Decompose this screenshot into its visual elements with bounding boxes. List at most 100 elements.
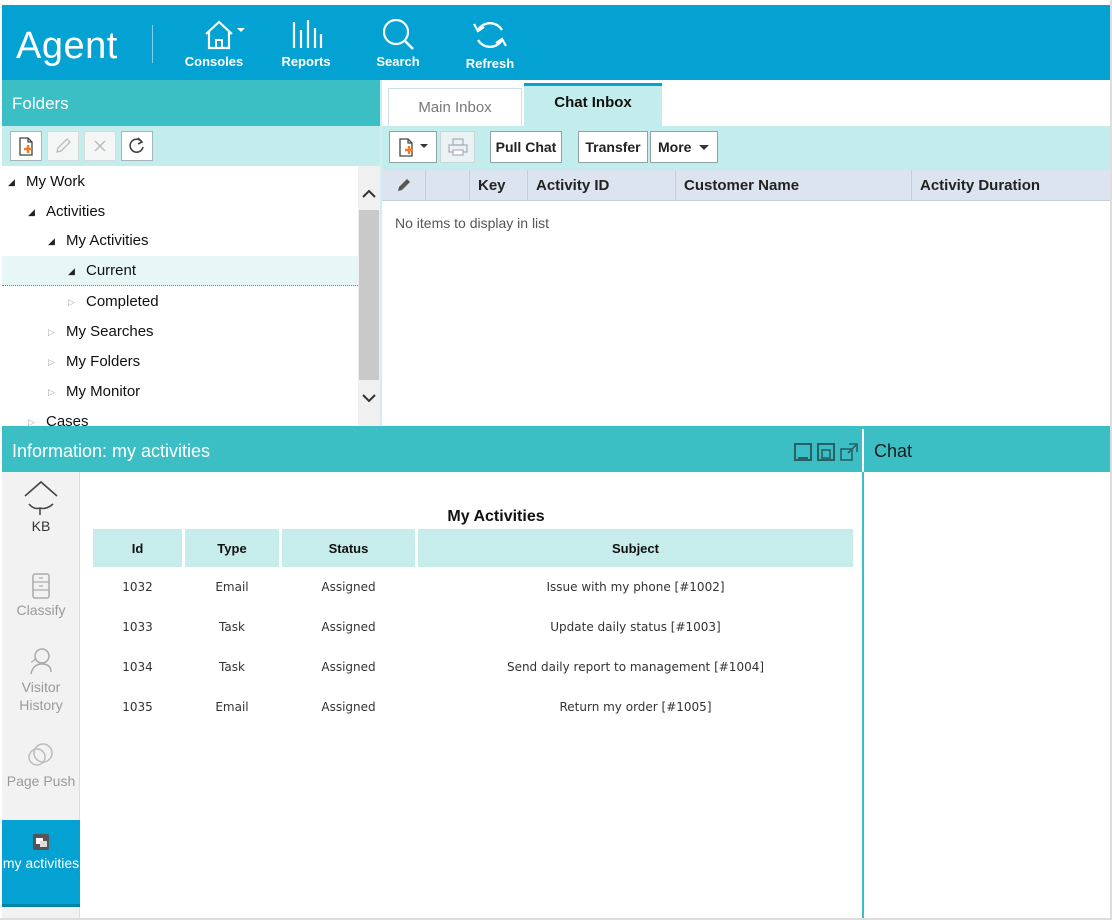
more-menu-button[interactable]: More: [650, 131, 718, 163]
column-header-type[interactable]: Type: [185, 529, 279, 567]
refresh-label: Refresh: [465, 56, 515, 71]
chevron-up-icon: [362, 189, 376, 198]
cell-type: Task: [219, 620, 245, 634]
maximize-icon: [840, 443, 858, 461]
edit-column-header[interactable]: [382, 170, 426, 201]
cell-id: 1035: [122, 700, 153, 714]
print-button[interactable]: [440, 131, 475, 163]
tree-item-my-activities[interactable]: ◢ My Activities: [2, 226, 358, 256]
expand-arrow-icon[interactable]: ◢: [48, 236, 55, 246]
tree-item-my-searches[interactable]: ▷ My Searches: [2, 317, 358, 347]
tree-item-cases[interactable]: ▷ Cases: [2, 407, 358, 426]
cell-id: 1032: [122, 580, 153, 594]
column-header-customer-name[interactable]: Customer Name: [676, 170, 912, 201]
column-header-activity-duration[interactable]: Activity Duration: [920, 177, 1041, 194]
rail-label: Visitor History: [19, 679, 63, 713]
collapse-arrow-icon[interactable]: ▷: [48, 327, 55, 337]
kb-icon: [28, 503, 54, 515]
flag-column-header[interactable]: [426, 170, 470, 201]
reports-button[interactable]: Reports: [266, 18, 346, 74]
collapse-arrow-icon[interactable]: ▷: [48, 387, 55, 397]
table-row[interactable]: 1034 Task Assigned Send daily report to …: [93, 647, 853, 687]
expand-arrow-icon[interactable]: ◢: [68, 266, 75, 276]
more-label: More: [658, 139, 692, 155]
reports-label: Reports: [281, 54, 331, 69]
scroll-thumb[interactable]: [359, 210, 379, 380]
restore-button[interactable]: [817, 443, 835, 461]
panel-divider[interactable]: [380, 80, 382, 428]
my-activities-button[interactable]: my activities: [2, 820, 80, 907]
transfer-button[interactable]: Transfer: [578, 131, 648, 163]
table-row[interactable]: 1033 Task Assigned Update daily status […: [93, 607, 853, 647]
cell-id: 1034: [122, 660, 153, 674]
tree-item-my-monitor[interactable]: ▷ My Monitor: [2, 377, 358, 407]
tree-item-current[interactable]: ◢ Current: [2, 256, 358, 286]
pull-chat-button[interactable]: Pull Chat: [490, 131, 562, 163]
window-frame-right: [1110, 0, 1112, 920]
my-activities-title: My Activities: [447, 508, 545, 525]
inbox-tabs: Main Inbox Chat Inbox: [382, 80, 1110, 126]
window-frame-bottom: [0, 918, 1112, 920]
search-button[interactable]: Search: [358, 18, 438, 74]
delete-folder-button[interactable]: [84, 131, 116, 161]
folders-toolbar: [2, 126, 380, 166]
printer-icon: [447, 138, 468, 156]
top-bar: Agent Consoles Reports Search: [2, 5, 1110, 80]
minimize-button[interactable]: [794, 443, 812, 461]
chat-grid-header: Key Activity ID Customer Name Activity D…: [382, 170, 1110, 201]
edit-folder-button[interactable]: [47, 131, 79, 161]
app-brand: Agent: [16, 25, 118, 67]
classify-button[interactable]: Classify: [2, 572, 80, 632]
tree-item-my-folders[interactable]: ▷ My Folders: [2, 347, 358, 377]
rail-label: Page Push: [6, 773, 76, 789]
brand-separator: [152, 25, 153, 63]
scroll-up-button[interactable]: [358, 182, 380, 206]
cell-type: Email: [215, 700, 249, 714]
expand-arrow-icon[interactable]: ◢: [28, 207, 35, 217]
column-header-id[interactable]: Id: [93, 529, 182, 567]
tree-item-completed[interactable]: ▷ Completed: [2, 287, 358, 317]
new-folder-button[interactable]: [10, 131, 42, 161]
collapse-arrow-icon[interactable]: ▷: [68, 297, 75, 307]
tree-item-label: My Folders: [66, 353, 141, 370]
table-row[interactable]: 1035 Email Assigned Return my order [#10…: [93, 687, 853, 727]
search-icon: [382, 18, 414, 50]
chevron-up-icon: [24, 480, 58, 497]
cell-type: Email: [215, 580, 249, 594]
refresh-folders-button[interactable]: [121, 131, 153, 161]
tree-item-my-work[interactable]: ◢ My Work: [2, 167, 358, 197]
table-row[interactable]: 1032 Email Assigned Issue with my phone …: [93, 567, 853, 607]
column-header-activity-id[interactable]: Activity ID: [528, 170, 676, 201]
visitor-history-button[interactable]: Visitor History: [2, 646, 80, 718]
kb-button[interactable]: KB: [2, 478, 80, 548]
cell-status: Assigned: [321, 620, 376, 634]
chat-panel: [862, 472, 1110, 918]
folder-tree: ◢ My Work ◢ Activities ◢ My Activities ◢…: [2, 166, 358, 426]
information-side-rail: KB Classify Visitor History Page Push: [2, 472, 80, 918]
folder-tree-scrollbar[interactable]: [358, 166, 380, 426]
scroll-down-button[interactable]: [358, 386, 380, 410]
pencil-icon: [398, 179, 410, 191]
visitor-history-icon: [30, 648, 52, 675]
column-header-status[interactable]: Status: [282, 529, 415, 567]
horizontal-divider[interactable]: [2, 426, 1110, 429]
tree-item-label: Current: [86, 262, 137, 279]
page-push-button[interactable]: Page Push: [2, 740, 80, 812]
tab-chat-inbox[interactable]: Chat Inbox: [524, 83, 662, 126]
tab-main-inbox[interactable]: Main Inbox: [388, 88, 522, 126]
refresh-icon: [129, 137, 144, 153]
expand-arrow-icon[interactable]: ◢: [8, 177, 15, 187]
reports-icon: [292, 20, 323, 48]
tree-item-activities[interactable]: ◢ Activities: [2, 197, 358, 227]
folders-header: Folders: [2, 80, 380, 126]
new-activity-button[interactable]: [389, 131, 437, 163]
column-header-subject[interactable]: Subject: [418, 529, 853, 567]
refresh-button[interactable]: Refresh: [450, 18, 530, 74]
collapse-arrow-icon[interactable]: ▷: [28, 417, 35, 426]
maximize-button[interactable]: [840, 443, 858, 461]
collapse-arrow-icon[interactable]: ▷: [48, 357, 55, 367]
cell-subject: Issue with my phone [#1002]: [546, 580, 725, 594]
consoles-button[interactable]: Consoles: [174, 18, 254, 74]
column-header-key[interactable]: Key: [470, 170, 528, 201]
consoles-label: Consoles: [184, 54, 244, 69]
